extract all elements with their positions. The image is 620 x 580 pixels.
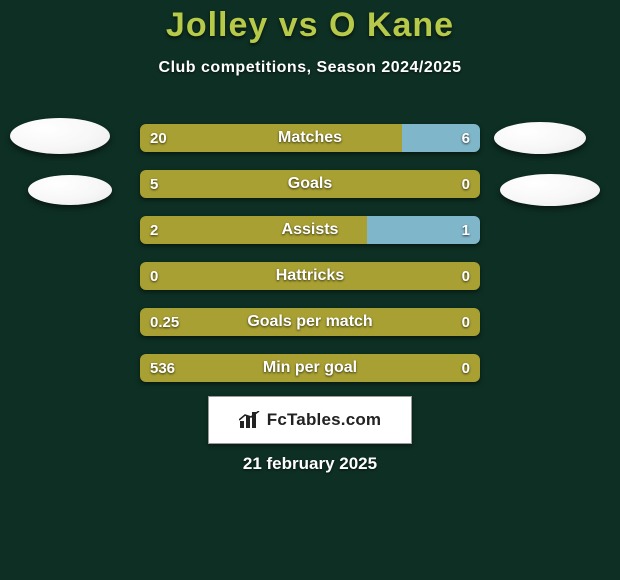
stat-row: Goals per match0.250 (140, 308, 480, 336)
stat-bar-a (140, 170, 480, 198)
stat-row: Matches206 (140, 124, 480, 152)
stat-bar-a (140, 308, 480, 336)
stat-bar-b (402, 124, 480, 152)
player-b-avatar-1 (494, 122, 586, 154)
stat-bar-a (140, 216, 367, 244)
stat-bars: Matches206 Goals50 Assists21 Hattricks00 Goa… (140, 124, 480, 400)
stat-row: Assists21 (140, 216, 480, 244)
snapshot-date: 21 february 2025 (0, 454, 620, 474)
stat-bar-a (140, 354, 480, 382)
stat-row: Min per goal5360 (140, 354, 480, 382)
stat-bar-a (140, 262, 480, 290)
subtitle: Club competitions, Season 2024/2025 (0, 59, 620, 77)
player-a-avatar-1 (10, 118, 110, 154)
source-badge-text: FcTables.com (267, 410, 382, 430)
stat-bar-b (367, 216, 480, 244)
bar-chart-icon (239, 411, 261, 429)
stat-row: Hattricks00 (140, 262, 480, 290)
comparison-canvas: Jolley vs O Kane Club competitions, Seas… (0, 0, 620, 580)
stat-bar-a (140, 124, 402, 152)
stat-row: Goals50 (140, 170, 480, 198)
page-title: Jolley vs O Kane (0, 0, 620, 45)
player-a-avatar-2 (28, 175, 112, 205)
player-b-avatar-2 (500, 174, 600, 206)
source-badge: FcTables.com (208, 396, 412, 444)
